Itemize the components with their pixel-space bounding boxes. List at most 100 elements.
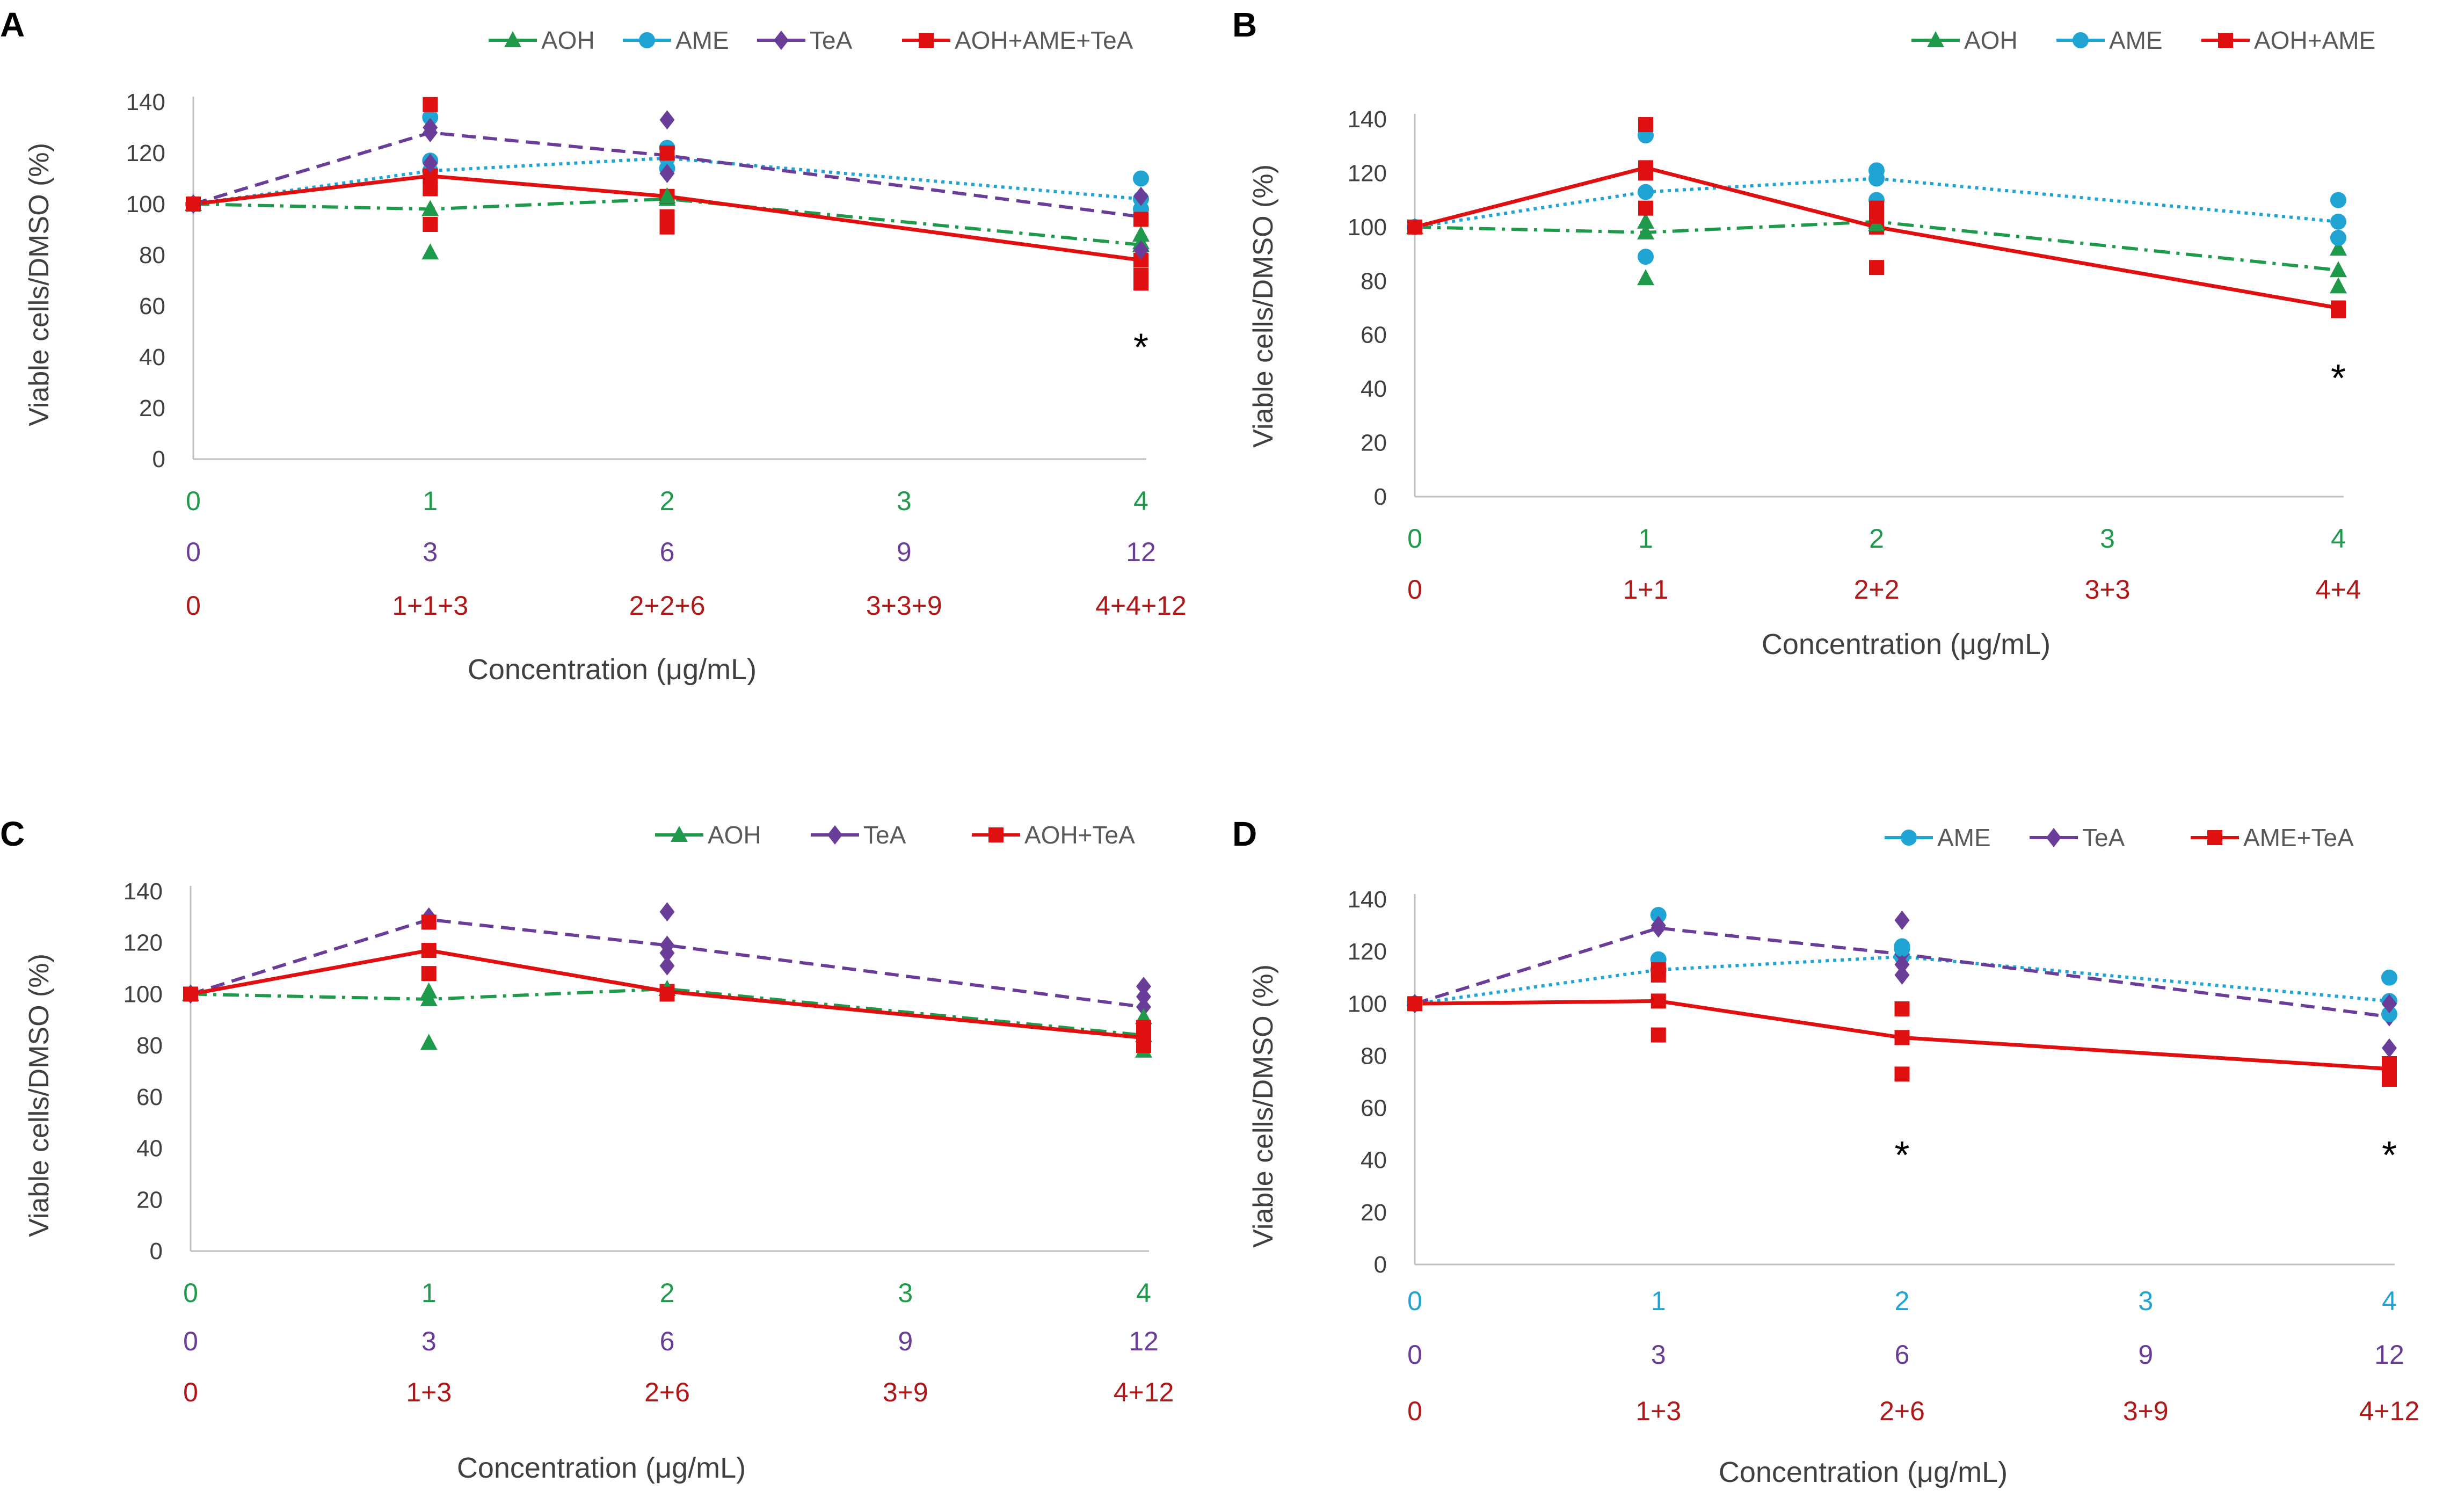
panel-d-replicate-point-ame-tea — [2382, 1072, 2397, 1087]
panel-c-y-tick-label: 140 — [123, 878, 163, 905]
panel-c-x-tick-label: 12 — [1129, 1326, 1159, 1356]
panel-c-y-tick-label: 20 — [136, 1187, 163, 1213]
panel-a-series-line-tea — [193, 130, 1141, 219]
panel-a-replicate-point-aoh — [421, 243, 439, 260]
panel-c-x-tick-label: 2 — [660, 1278, 675, 1308]
panel-b-replicate-point-aoh-ame — [1869, 208, 1884, 224]
panel-a-replicate-point-aoh-ame-tea — [1133, 275, 1148, 291]
panel-d-replicate-point-ame — [2381, 1006, 2397, 1022]
panel-c-replicate-point-tea — [659, 902, 675, 922]
panel-c-x-tick-label: 3+9 — [883, 1377, 928, 1407]
panel-a-x-tick-label: 3+3+9 — [866, 591, 942, 621]
panel-d-x-tick-label: 2 — [1895, 1286, 1910, 1316]
panel-b-x-tick-label: 2+2 — [1854, 575, 1900, 605]
panel-d-mean-marker-ame-tea — [1407, 996, 1422, 1012]
panel-d-legend-label: TeA — [2082, 824, 2125, 852]
panel-d-x-tick-label: 3 — [2138, 1286, 2153, 1316]
panel-b-replicate-point-aoh — [1637, 269, 1654, 286]
panel-c-x-tick-label: 0 — [183, 1326, 198, 1356]
panel-b-legend-marker-aoh-ame — [2218, 33, 2233, 48]
panel-b-legend-marker-aoh — [1927, 31, 1944, 47]
panel-a-legend-marker-aoh — [504, 31, 521, 47]
panel-a-mean-marker-aoh-ame-tea — [186, 197, 201, 212]
panel-d-x-tick-label: 1+3 — [1635, 1396, 1681, 1426]
panel-d-replicate-point-tea — [1894, 955, 1910, 975]
panel-c-y-tick-label: 120 — [123, 930, 163, 956]
panel-c-replicate-point-aoh — [420, 982, 438, 999]
panel-d-replicate-point-ame — [1894, 941, 1910, 957]
panel-c-x-tick-label: 4+12 — [1114, 1377, 1174, 1407]
panel-d-y-tick-label: 120 — [1348, 939, 1387, 965]
panel-d-replicate-point-ame — [2381, 969, 2397, 986]
panel-c-y-tick-label: 40 — [136, 1136, 163, 1162]
panel-b-mean-marker-ame — [1638, 184, 1654, 200]
panel-d-y-ticks: 0 20 40 60 80 100 120 140 — [1348, 886, 1387, 1278]
panel-c-legend-marker-aoh — [671, 826, 688, 842]
panel-c-y-tick-label: 100 — [123, 981, 163, 1007]
panel-a-replicate-point-ame — [422, 109, 439, 126]
panel-a-y-tick-label: 80 — [139, 242, 165, 268]
panel-b-legend: AOH AME AOH+AME — [1911, 26, 2375, 54]
panel-a-x-rows: 0 1 2 3 40 3 6 9 120 1+1+3 2+2+6 3+3+9 4+4+12 — [186, 486, 1187, 621]
panel-a-x-tick-label: 0 — [186, 537, 201, 567]
panel-d-replicate-point-tea — [1894, 965, 1910, 985]
panel-a-replicate-point-aoh — [421, 200, 439, 216]
panel-a-y-tick-label: 40 — [139, 344, 165, 370]
panel-c-replicate-point-aoh — [420, 1034, 438, 1050]
panel-a-x-tick-label: 0 — [186, 591, 201, 621]
panel-d-y-tick-label: 20 — [1361, 1200, 1387, 1226]
panel-c-x-tick-label: 3 — [421, 1326, 437, 1356]
panel-c-replicate-point-aoh-tea — [1136, 1038, 1151, 1053]
panel-c: C Viable cells/DMSO (%) Concentration (μ… — [0, 815, 1174, 1484]
panel-c-x-tick-label: 3 — [898, 1278, 913, 1308]
panel-a-x-tick-label: 4+4+12 — [1095, 591, 1187, 621]
panel-a-replicate-point-tea — [1133, 186, 1148, 206]
panel-c-x-tick-label: 6 — [660, 1326, 675, 1356]
panel-a-replicate-point-aoh-ame-tea — [659, 146, 675, 161]
panel-c-legend-label: AOH — [708, 821, 761, 849]
panel-c-legend: AOH TeA AOH+TeA — [655, 821, 1135, 849]
panel-d-replicate-point-tea — [2382, 994, 2397, 1014]
panel-a-series-line-ame — [193, 156, 1141, 206]
panel-a-replicate-point-aoh-ame-tea — [423, 217, 438, 232]
panel-d-y-tick-label: 60 — [1361, 1095, 1387, 1122]
panel-a-x-axis-label: Concentration (μg/mL) — [468, 653, 757, 686]
panel-c-replicate-point-tea — [659, 943, 675, 963]
panel-b-replicate-point-ame — [1638, 249, 1654, 265]
panel-d-x-tick-label: 4+12 — [2359, 1396, 2420, 1426]
panel-b-y-tick-label: 20 — [1361, 430, 1387, 456]
panel-b-x-tick-label: 3 — [2100, 524, 2115, 554]
panel-d-x-tick-label: 6 — [1895, 1340, 1910, 1370]
panel-b-replicate-point-ame — [2330, 192, 2346, 208]
panel-c-legend-marker-aoh-tea — [988, 827, 1004, 842]
panel-b-x-tick-label: 1+1 — [1623, 575, 1669, 605]
panel-a-replicate-point-aoh-ame-tea — [659, 219, 675, 235]
panel-c-x-tick-label: 9 — [898, 1326, 913, 1356]
panel-b-x-tick-label: 1 — [1638, 524, 1653, 554]
panel-a-y-tick-label: 60 — [139, 293, 165, 319]
panel-a-replicate-point-tea — [659, 110, 675, 130]
panel-a-legend-label: AOH+AME+TeA — [955, 26, 1133, 54]
panel-a-series-line-aoh-ame-tea — [193, 174, 1141, 262]
panel-d-legend-label: AME — [1937, 824, 1991, 852]
panel-a-legend: AOH AME TeA AOH+AME+TeA — [489, 26, 1133, 54]
panel-a-legend-label: TeA — [810, 26, 853, 54]
panel-d-x-tick-label: 1 — [1651, 1286, 1666, 1316]
panel-c-mean-marker-aoh-tea — [421, 943, 437, 958]
panel-d-x-tick-label: 4 — [2382, 1286, 2397, 1316]
panel-d-legend-marker-ame-tea — [2207, 830, 2222, 845]
panel-a-replicate-point-aoh-ame-tea — [423, 181, 438, 197]
panel-d-replicate-point-ame-tea — [1894, 1030, 1910, 1045]
panel-a-replicate-point-aoh-ame-tea — [1133, 212, 1148, 227]
panel-b-legend-marker-ame — [2073, 32, 2089, 48]
panel-b-y-tick-label: 40 — [1361, 376, 1387, 402]
panel-c-mean-marker-aoh-tea — [183, 986, 198, 1002]
panel-c-replicate-point-tea — [1136, 987, 1151, 1007]
panel-c-series-line-aoh — [190, 987, 1144, 1037]
panel-a-legend-marker-ame — [639, 32, 655, 48]
panel-a-replicate-point-tea — [423, 154, 438, 173]
panel-d-x-rows: 0 1 2 3 40 3 6 9 120 1+3 2+6 3+9 4+12 — [1407, 1286, 2419, 1426]
panel-b-y-tick-label: 60 — [1361, 322, 1387, 348]
panel-b-x-tick-label: 4+4 — [2316, 575, 2361, 605]
panel-b-x-tick-label: 4 — [2331, 524, 2346, 554]
